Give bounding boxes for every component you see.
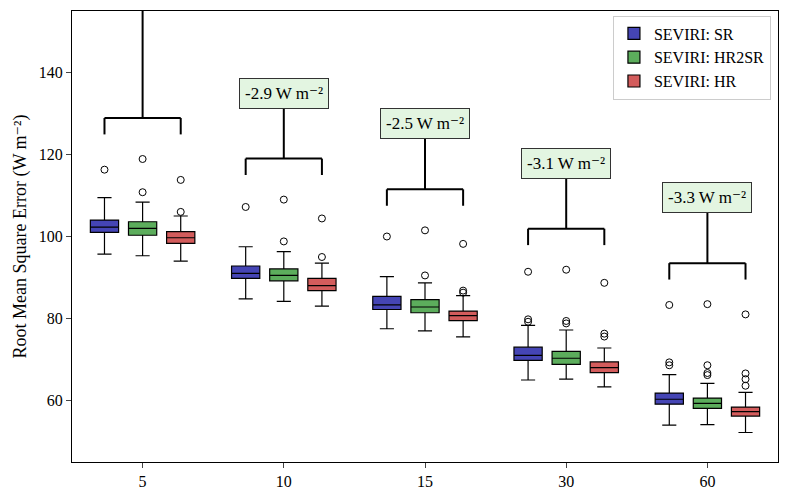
svg-text:Root Mean Square Error (W m⁻²): Root Mean Square Error (W m⁻²) <box>10 114 31 358</box>
svg-text:-3.1 W m⁻²: -3.1 W m⁻² <box>527 154 605 173</box>
svg-text:80: 80 <box>47 310 63 327</box>
svg-text:-2.9 W m⁻²: -2.9 W m⁻² <box>245 84 323 103</box>
svg-text:-3.3 W m⁻²: -3.3 W m⁻² <box>668 188 746 207</box>
svg-text:SEVIRI: SR: SEVIRI: SR <box>654 26 734 43</box>
svg-text:60: 60 <box>699 473 715 490</box>
svg-text:SEVIRI: HR2SR: SEVIRI: HR2SR <box>654 49 764 66</box>
svg-text:-2.5 W m⁻²: -2.5 W m⁻² <box>386 114 464 133</box>
svg-text:10: 10 <box>276 473 292 490</box>
svg-text:15: 15 <box>417 473 433 490</box>
svg-text:120: 120 <box>39 146 63 163</box>
svg-text:60: 60 <box>47 392 63 409</box>
svg-text:SEVIRI: HR: SEVIRI: HR <box>654 73 737 90</box>
svg-text:100: 100 <box>39 228 63 245</box>
svg-text:30: 30 <box>558 473 574 490</box>
svg-text:140: 140 <box>39 64 63 81</box>
svg-text:5: 5 <box>139 473 147 490</box>
